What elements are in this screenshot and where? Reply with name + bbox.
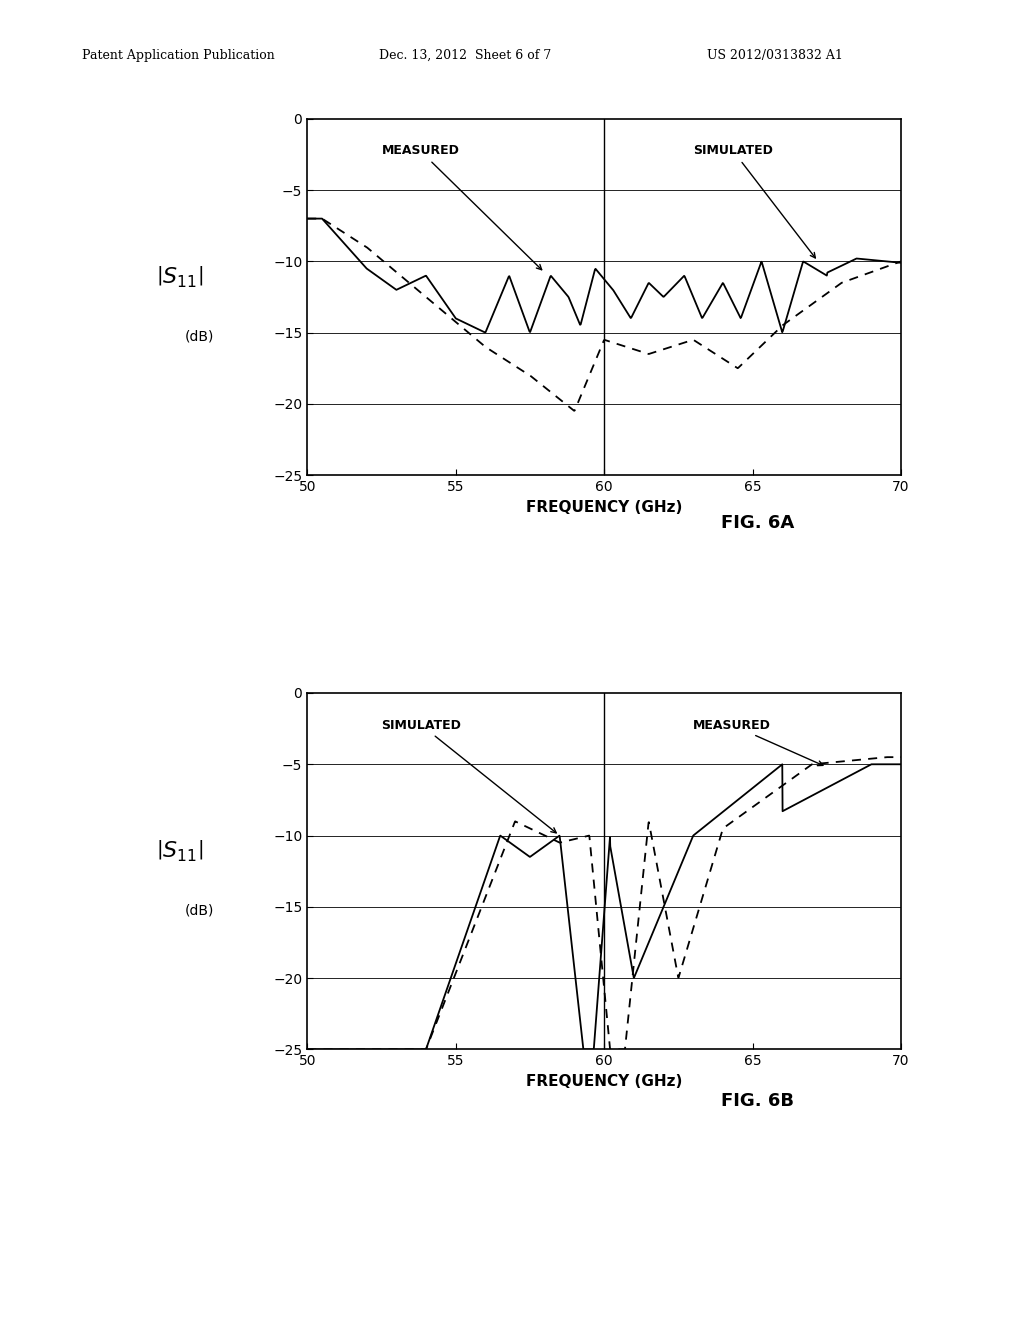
Text: SIMULATED: SIMULATED [693, 144, 815, 257]
Text: SIMULATED: SIMULATED [382, 718, 556, 833]
Text: (dB): (dB) [185, 904, 214, 917]
Text: Dec. 13, 2012  Sheet 6 of 7: Dec. 13, 2012 Sheet 6 of 7 [379, 49, 551, 62]
Text: $\left|S_{11}\right|$: $\left|S_{11}\right|$ [156, 840, 203, 863]
Text: US 2012/0313832 A1: US 2012/0313832 A1 [707, 49, 843, 62]
Text: MEASURED: MEASURED [382, 144, 542, 269]
X-axis label: FREQUENCY (GHz): FREQUENCY (GHz) [526, 499, 682, 515]
Text: $\left|S_{11}\right|$: $\left|S_{11}\right|$ [156, 265, 203, 289]
Text: Patent Application Publication: Patent Application Publication [82, 49, 274, 62]
Text: FIG. 6B: FIG. 6B [721, 1092, 795, 1110]
X-axis label: FREQUENCY (GHz): FREQUENCY (GHz) [526, 1073, 682, 1089]
Text: FIG. 6A: FIG. 6A [721, 513, 795, 532]
Text: (dB): (dB) [185, 330, 214, 343]
Text: MEASURED: MEASURED [693, 718, 823, 766]
